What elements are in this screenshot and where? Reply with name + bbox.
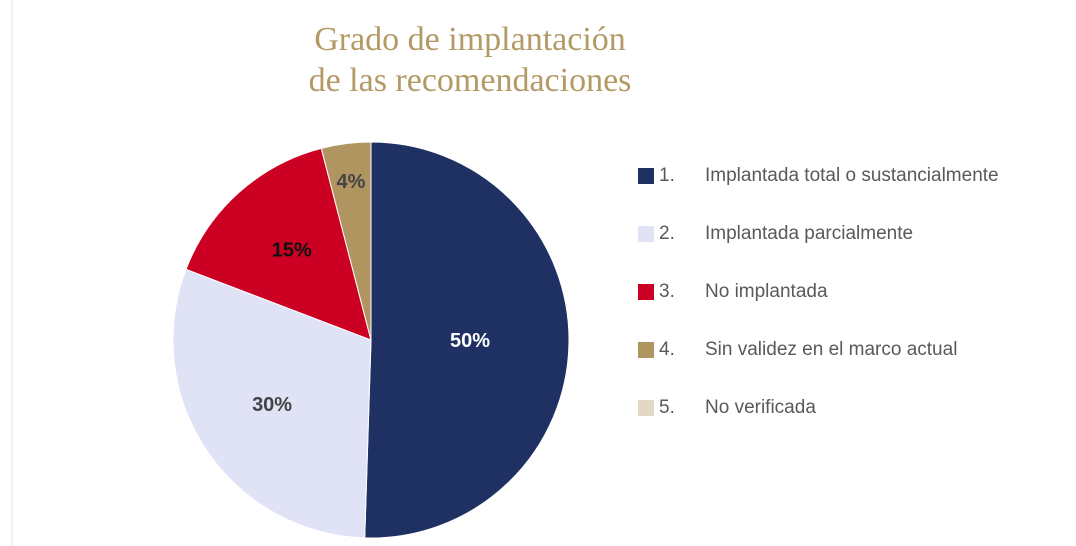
legend-label: Sin validez en el marco actual [705,339,957,360]
legend-swatch [638,400,654,416]
legend-label: No implantada [705,281,828,302]
data-label: 50% [450,330,490,352]
pie-slice [320,141,372,341]
legend-swatch [638,168,654,184]
legend-label: No verificada [705,397,816,418]
legend-number: 3. [659,281,675,302]
chart-title: de las recomendaciones [309,62,632,99]
data-label: 30% [252,394,292,416]
data-label: 4% [336,171,365,193]
legend-number: 5. [659,397,675,418]
pie-slice [185,147,372,341]
data-label: 15% [272,240,312,262]
legend-swatch [638,284,654,300]
legend-label: Implantada total o sustancialmente [705,165,999,186]
pie-slice [172,268,372,539]
legend-number: 1. [659,165,675,186]
legend-number: 2. [659,223,675,244]
legend-label: Implantada parcialmente [705,223,913,244]
pie-slice [364,141,570,539]
legend-number: 4. [659,339,675,360]
legend-swatch [638,342,654,358]
chart-title: Grado de implantación [314,21,626,58]
legend-swatch [638,226,654,242]
